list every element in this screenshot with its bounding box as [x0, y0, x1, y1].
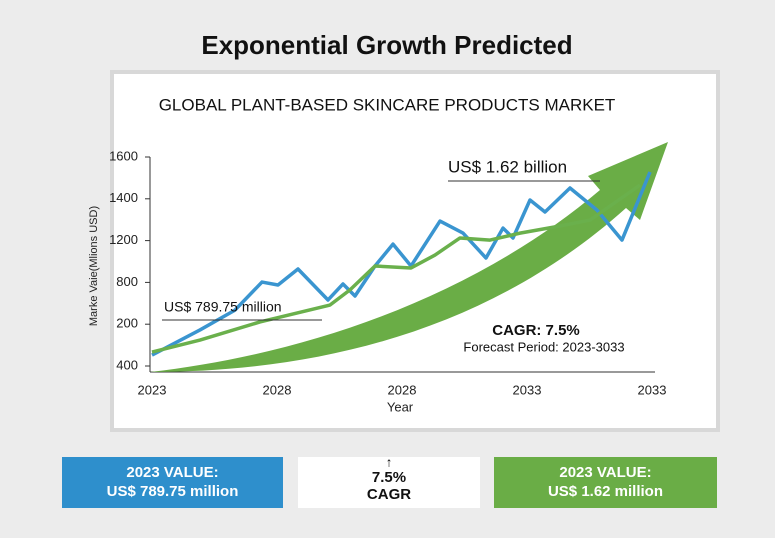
card-value: US$ 1.62 million — [548, 483, 663, 500]
card-value: CAGR — [367, 486, 411, 503]
headline: Exponential Growth Predicted — [201, 30, 572, 60]
y-tick-label: 200 — [116, 316, 138, 331]
card-icon: ↑ — [386, 454, 393, 469]
card — [494, 457, 717, 508]
growth-arrow — [150, 142, 668, 372]
chart-panel — [110, 70, 720, 432]
y-tick-label: 1600 — [109, 148, 138, 163]
y-tick-label: 1400 — [109, 190, 138, 205]
annotation: Forecast Period: 2023-3033 — [463, 339, 624, 354]
x-axis-label: Year — [387, 399, 414, 414]
card-value: US$ 789.75 million — [107, 483, 239, 500]
cards: 2023 VALUE: US$ 789.75 million ↑7.5%CAGR 20… — [62, 454, 717, 508]
y-axis-label: Marke Vaie(Mlions USD) — [88, 206, 100, 326]
data-line — [151, 183, 642, 354]
x-tick-label: 2033 — [513, 382, 542, 397]
card-title: 7.5% — [372, 469, 406, 486]
annotation: US$ 789.75 million — [164, 299, 282, 315]
card-title: 2023 VALUE: — [559, 464, 651, 481]
x-tick-label: 2033 — [638, 382, 667, 397]
y-tick-label: 800 — [116, 274, 138, 289]
annotation: US$ 1.62 billion — [448, 157, 567, 176]
card — [62, 457, 283, 508]
card — [298, 457, 480, 508]
plot: 400 200 800 1200 1400 1600 2023 2028 2028 2033 203… — [109, 148, 666, 397]
y-tick-label: 1200 — [109, 232, 138, 247]
y-tick-label: 400 — [116, 357, 138, 372]
card-title: 2023 VALUE: — [126, 464, 218, 481]
x-tick-label: 2023 — [138, 382, 167, 397]
x-tick-label: 2028 — [388, 382, 417, 397]
chart-title: GLOBAL PLANT-BASED SKINCARE PRODUCTS MAR… — [159, 95, 616, 114]
annotation: CAGR: 7.5% — [492, 322, 580, 339]
x-tick-label: 2028 — [263, 382, 292, 397]
